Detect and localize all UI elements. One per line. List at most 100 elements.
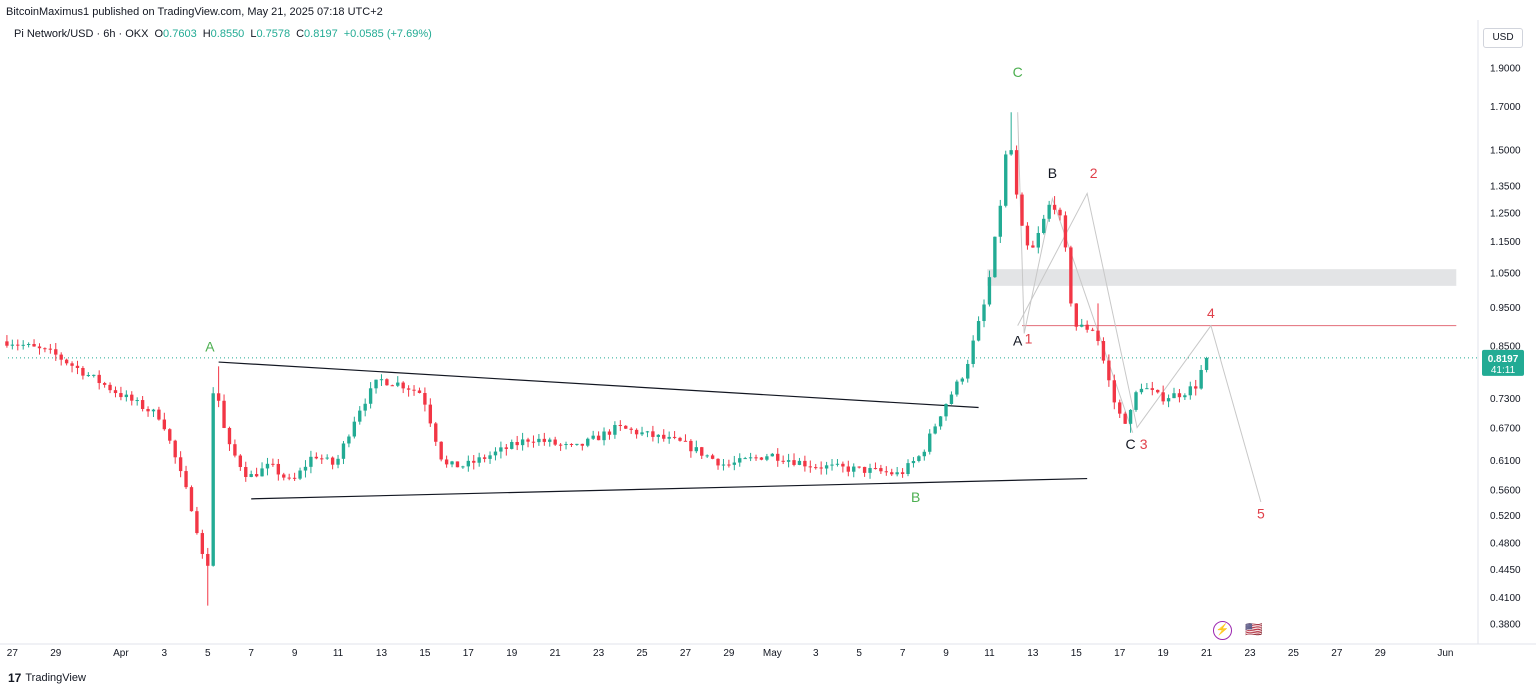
candle-body — [1025, 225, 1030, 246]
candle-body — [884, 471, 888, 473]
y-tick-label: 0.6100 — [1490, 456, 1521, 467]
currency-button[interactable]: USD — [1483, 28, 1523, 48]
candle-body — [1118, 402, 1122, 414]
candle-body — [1101, 341, 1106, 361]
candle — [363, 398, 367, 417]
candle — [1036, 226, 1040, 254]
candle-body — [336, 458, 340, 465]
candle-body — [48, 348, 53, 350]
candle — [1063, 211, 1068, 252]
x-tick-label: 5 — [205, 648, 211, 659]
symbol-name[interactable]: Pi Network/USD · 6h · OKX — [14, 28, 149, 40]
candle-body — [971, 340, 975, 364]
candle-body — [835, 463, 840, 465]
candle-body — [569, 444, 574, 446]
candle — [1161, 385, 1165, 405]
candle-body — [1096, 330, 1100, 342]
candle-body — [667, 436, 671, 439]
candle-body — [976, 321, 981, 341]
candle — [488, 451, 492, 464]
candle — [738, 453, 742, 467]
candle — [607, 429, 612, 440]
candle — [944, 403, 948, 421]
x-tick-label: 9 — [943, 648, 949, 659]
x-tick-label: 23 — [1244, 648, 1256, 659]
candle-body — [558, 444, 563, 446]
candle — [618, 420, 623, 431]
candle-body — [607, 431, 612, 435]
candle — [162, 412, 167, 431]
candle — [178, 451, 183, 478]
candle — [759, 457, 764, 461]
candle-body — [830, 464, 834, 466]
candle-body — [1058, 209, 1062, 216]
candle — [542, 432, 547, 446]
candle-body — [320, 458, 324, 460]
candle-body — [135, 400, 139, 402]
x-tick-label: 11 — [984, 648, 995, 659]
candle — [1025, 222, 1030, 250]
candle — [1199, 365, 1203, 390]
candle — [1058, 207, 1062, 221]
candle — [537, 433, 541, 446]
candle — [249, 470, 253, 478]
candle-body — [466, 460, 471, 467]
candle — [776, 448, 780, 467]
candle-body — [938, 416, 943, 427]
publish-info: BitcoinMaximus1 published on TradingView… — [6, 6, 383, 18]
candle-body — [385, 379, 389, 386]
candle — [966, 359, 970, 383]
candle-body — [754, 457, 758, 459]
candle-body — [195, 511, 199, 534]
candle — [662, 429, 666, 442]
candle-body — [189, 487, 194, 512]
candle — [558, 443, 563, 451]
candle — [16, 339, 20, 351]
candle — [43, 347, 47, 353]
candle — [282, 472, 286, 481]
candle — [146, 406, 150, 417]
candle — [803, 455, 807, 472]
candle — [634, 428, 639, 439]
candle — [412, 385, 416, 396]
y-tick-label: 1.5000 — [1490, 145, 1521, 156]
candle — [482, 454, 487, 463]
candle-body — [146, 408, 150, 412]
candle-body — [482, 457, 487, 459]
candle — [200, 529, 205, 559]
candle — [48, 343, 53, 354]
candle-body — [162, 419, 167, 430]
candle-body — [732, 462, 736, 465]
tradingview-logo: 17 — [8, 671, 22, 685]
candle — [450, 460, 454, 468]
candle-body — [314, 456, 319, 459]
candle-body — [347, 436, 351, 444]
candle-body — [1177, 393, 1182, 398]
candle — [1004, 150, 1008, 208]
candle — [748, 452, 753, 462]
y-tick-label: 1.0500 — [1490, 268, 1521, 279]
x-tick-label: 27 — [680, 648, 692, 659]
candle-body — [1161, 392, 1165, 402]
candle-body — [282, 474, 286, 478]
candle-body — [890, 472, 894, 475]
lightning-event-icon[interactable]: ⚡ — [1213, 621, 1232, 640]
candle-body — [1069, 247, 1073, 304]
tradingview-footer: 17 TradingView — [8, 671, 86, 685]
candle — [341, 440, 346, 465]
candle — [1134, 390, 1138, 412]
candle-body — [1145, 388, 1149, 390]
close-label: C — [296, 28, 305, 40]
candle — [531, 435, 536, 448]
candle — [368, 382, 373, 409]
candle-body — [330, 457, 335, 465]
triangle-upper-trendline — [218, 361, 979, 409]
candle — [1096, 303, 1100, 346]
candle — [732, 455, 736, 471]
us-flag-event-icon[interactable]: 🇺🇸 — [1245, 621, 1263, 637]
candle — [320, 454, 324, 464]
wave-label: 5 — [1257, 505, 1265, 521]
candle-body — [694, 447, 698, 452]
candle — [765, 453, 769, 462]
